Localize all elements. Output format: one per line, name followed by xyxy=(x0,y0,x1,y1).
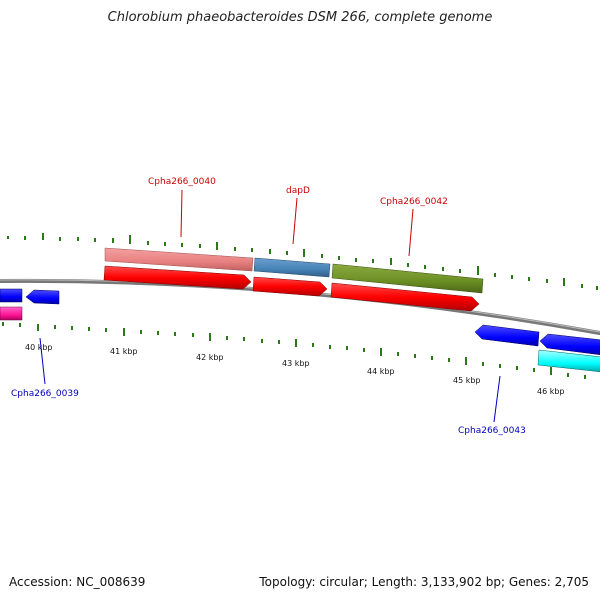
leader-line-cpha266-0039 xyxy=(39,337,46,385)
genome-summary-text: Topology: circular; Length: 3,133,902 bp… xyxy=(259,575,589,589)
accession-text: Accession: NC_008639 xyxy=(9,575,146,589)
feature-block-cpha266-0040[interactable] xyxy=(104,247,254,272)
gene-label-cpha266-0039[interactable]: Cpha266_0039 xyxy=(11,389,79,399)
scale-tick-row xyxy=(2,322,586,379)
cds-arrow-dapd[interactable] xyxy=(252,276,328,297)
feature-block-cyan[interactable] xyxy=(537,349,600,373)
map-title: Chlorobium phaeobacteroides DSM 266, com… xyxy=(107,10,493,25)
scale-label-40kbp: 40 kbp xyxy=(25,343,53,352)
cds-arrow-cpha266-0038[interactable] xyxy=(0,288,23,303)
cds-arrow-cpha266-0042[interactable] xyxy=(330,282,480,312)
scale-label-43kbp: 43 kbp xyxy=(282,359,310,368)
leader-line-cpha266-0040 xyxy=(180,189,183,238)
leader-line-cpha266-0042 xyxy=(408,208,414,257)
rna-block-magenta[interactable] xyxy=(0,306,23,321)
forward-tick-row xyxy=(7,233,598,290)
gene-label-cpha266-0040[interactable]: Cpha266_0040 xyxy=(148,177,216,187)
scale-label-45kbp: 45 kbp xyxy=(453,376,481,385)
cds-arrow-cpha266-0043[interactable] xyxy=(474,324,540,347)
scale-label-41kbp: 41 kbp xyxy=(110,347,138,356)
gene-label-cpha266-0042[interactable]: Cpha266_0042 xyxy=(380,197,448,207)
cds-arrow-cpha266-0044[interactable] xyxy=(539,333,600,355)
gene-label-cpha266-0043[interactable]: Cpha266_0043 xyxy=(458,426,526,436)
gene-label-dapd[interactable]: dapD xyxy=(286,186,310,196)
leader-line-dapd xyxy=(292,197,298,245)
scale-label-44kbp: 44 kbp xyxy=(367,367,395,376)
scale-label-46kbp: 46 kbp xyxy=(537,387,565,396)
cds-arrow-cpha266-0040[interactable] xyxy=(103,265,252,290)
cds-arrow-cpha266-0039[interactable] xyxy=(25,289,60,305)
feature-block-cpha266-0042[interactable] xyxy=(331,263,484,294)
scale-label-42kbp: 42 kbp xyxy=(196,353,224,362)
feature-block-dapd[interactable] xyxy=(253,257,331,278)
leader-line-cpha266-0043 xyxy=(493,375,501,423)
